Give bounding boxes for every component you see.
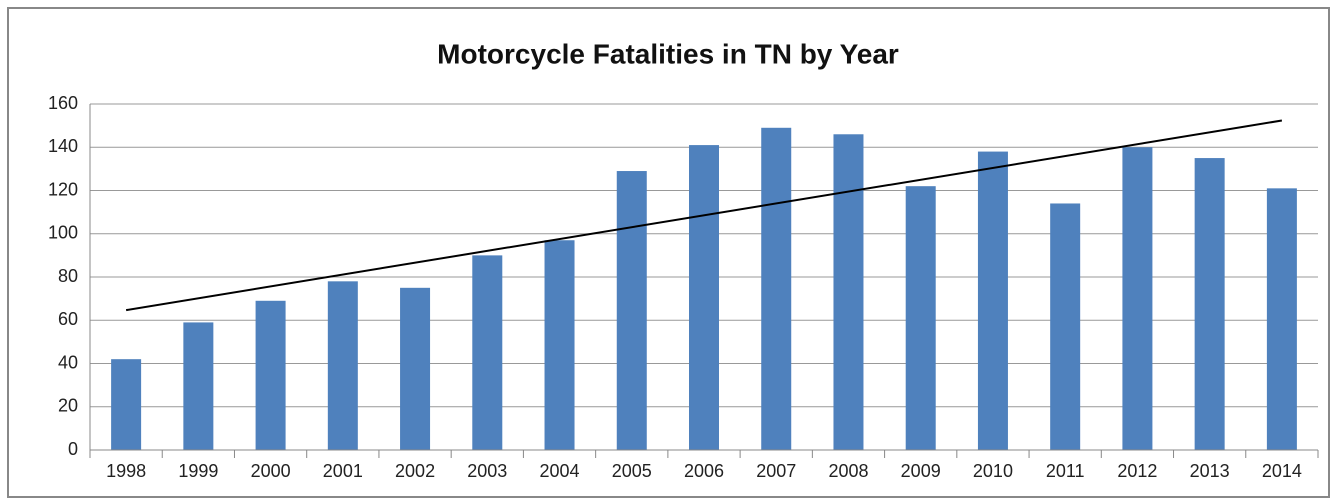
bar	[1194, 158, 1225, 450]
x-tick-label: 1999	[178, 461, 218, 481]
y-tick-label: 60	[58, 309, 78, 329]
y-tick-label: 160	[48, 93, 78, 113]
bar	[183, 322, 214, 450]
chart-border	[7, 7, 1330, 498]
bar	[400, 287, 431, 450]
y-tick-label: 20	[58, 396, 78, 416]
bar	[689, 145, 719, 450]
y-tick-label: 140	[48, 136, 78, 156]
x-tick-label: 2012	[1117, 461, 1157, 481]
x-tick-label: 2003	[467, 461, 507, 481]
bar	[1122, 147, 1153, 450]
y-tick-label: 100	[48, 223, 78, 243]
x-tick-label: 2014	[1262, 461, 1302, 481]
bar	[327, 281, 358, 450]
y-tick-label: 40	[58, 352, 78, 372]
bar	[1050, 203, 1081, 450]
x-tick-label: 2013	[1190, 461, 1230, 481]
x-tick-label: 2002	[395, 461, 435, 481]
bar	[544, 240, 575, 450]
bar	[616, 171, 647, 450]
bar	[905, 186, 936, 451]
bar	[1266, 188, 1297, 450]
x-tick-label: 2001	[323, 461, 363, 481]
y-tick-label: 80	[58, 266, 78, 286]
y-tick-label: 120	[48, 179, 78, 199]
bar	[977, 151, 1008, 450]
trendline	[125, 119, 1283, 312]
bar	[833, 134, 864, 450]
x-tick-label: 2009	[901, 461, 941, 481]
x-tick-label: 2011	[1046, 461, 1085, 481]
bar	[472, 255, 503, 450]
x-tick-label: 2010	[973, 461, 1013, 481]
bar	[255, 300, 286, 450]
bar	[761, 127, 792, 450]
y-tick-label: 0	[68, 439, 78, 459]
x-tick-label: 1998	[106, 461, 146, 481]
bar	[111, 359, 142, 450]
x-tick-label: 2008	[828, 461, 868, 481]
x-tick-label: 2005	[612, 461, 652, 481]
chart-title: Motorcycle Fatalities in TN by Year	[437, 38, 899, 69]
x-tick-label: 2004	[540, 461, 580, 481]
x-tick-label: 2000	[251, 461, 291, 481]
x-tick-label: 2006	[684, 461, 724, 481]
x-tick-label: 2007	[756, 461, 796, 481]
